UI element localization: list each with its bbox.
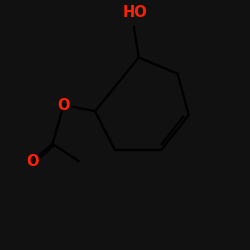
- Text: HO: HO: [123, 5, 148, 20]
- Text: O: O: [26, 154, 39, 169]
- Text: O: O: [58, 98, 70, 112]
